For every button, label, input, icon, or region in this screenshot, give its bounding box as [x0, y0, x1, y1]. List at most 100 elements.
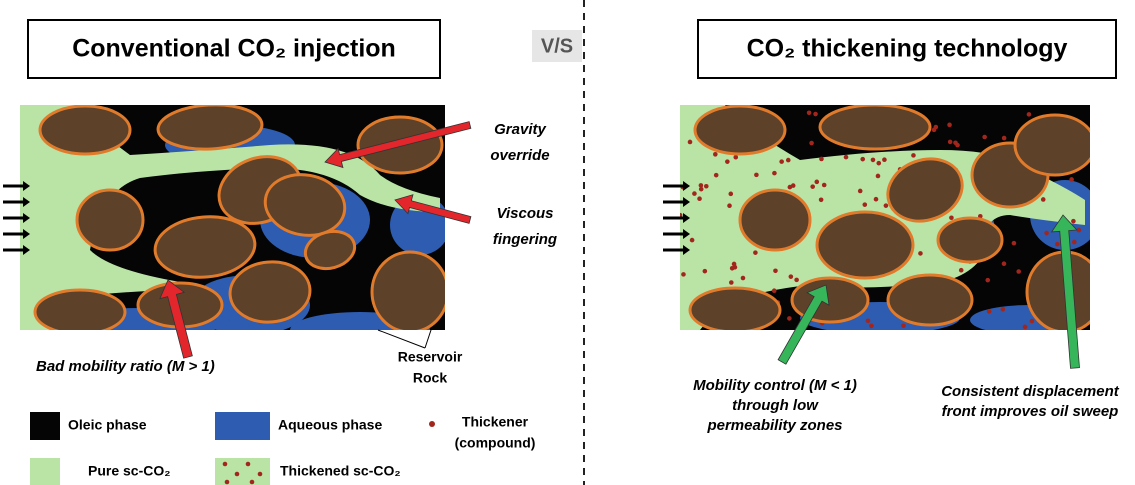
thickener-dot	[789, 274, 794, 279]
thickener-dot	[714, 173, 719, 178]
thickener-dot	[773, 268, 778, 273]
reservoir-rock	[817, 212, 913, 278]
reservoir-rock	[695, 106, 785, 154]
reservoir-rock	[690, 288, 780, 332]
thickener-dot	[882, 157, 887, 162]
pore-panel	[20, 102, 450, 348]
thickener-dot	[779, 159, 784, 164]
reservoir-rock	[35, 290, 125, 334]
thickener-dot	[918, 251, 923, 256]
thickener-dot	[911, 153, 916, 158]
reservoir-rock	[740, 190, 810, 250]
thickener-dot	[786, 158, 791, 163]
legend-dot	[258, 472, 263, 477]
legend-swatch	[429, 421, 435, 427]
thickener-dot	[987, 309, 992, 314]
thickener-dot	[713, 152, 718, 157]
thickener-dot	[819, 157, 824, 162]
reservoir-rock	[820, 105, 930, 149]
thickener-dot	[1044, 231, 1049, 236]
legend-swatch	[30, 412, 60, 440]
label: Gravity	[494, 121, 546, 138]
thickener-dot	[819, 197, 824, 202]
thickener-dot	[876, 161, 881, 166]
label: Pure sc-CO₂	[88, 463, 170, 479]
diagram: Conventional CO₂ injection V/S CO₂ thick…	[0, 0, 1135, 485]
thickener-dot	[794, 278, 799, 283]
label: Oleic phase	[68, 417, 147, 433]
legend-swatch	[30, 458, 60, 485]
thickener-dot	[704, 184, 709, 189]
thickener-dot	[754, 173, 759, 178]
pointer-line	[378, 330, 425, 348]
thickener-dot	[791, 183, 796, 188]
thickener-dot	[807, 110, 812, 115]
thickener-dot	[982, 135, 987, 140]
label: Thickened sc-CO₂	[280, 463, 401, 479]
thickener-dot	[772, 171, 777, 176]
thickener-dot	[729, 280, 734, 285]
thickener-dot	[932, 128, 937, 133]
thickener-dot	[727, 203, 732, 208]
thickener-dot	[869, 324, 874, 329]
thickener-dot	[772, 288, 777, 293]
reservoir-rock	[938, 218, 1002, 262]
thickener-dot	[1002, 261, 1007, 266]
thickener-dot	[810, 184, 815, 189]
right-title: CO₂ thickening technology	[747, 35, 1068, 63]
legend-dot	[235, 472, 240, 477]
thickener-dot	[871, 158, 876, 163]
thickener-dot	[1012, 241, 1017, 246]
thickener-dot	[874, 197, 879, 202]
legend-dot	[246, 462, 251, 467]
thickener-dot	[1069, 177, 1074, 182]
thickener-dot	[1030, 319, 1035, 324]
thickener-dot	[1071, 219, 1076, 224]
label: permeability zones	[706, 417, 842, 434]
thickener-dot	[690, 238, 695, 243]
separator-label: V/S	[541, 35, 573, 57]
thickener-dot	[844, 155, 849, 160]
legend-swatch	[215, 412, 270, 440]
label: Aqueous phase	[278, 417, 382, 433]
legend-dot	[225, 480, 230, 485]
reservoir-rock	[77, 190, 143, 250]
thickener-dot	[901, 323, 906, 328]
legend-dot	[223, 462, 228, 467]
thickener-dot	[985, 278, 990, 283]
thickener-dot	[692, 191, 697, 196]
thickener-dot	[697, 196, 702, 201]
thickener-dot	[741, 276, 746, 281]
thickener-dot	[725, 159, 730, 164]
label: override	[490, 147, 549, 164]
label: Mobility control (M < 1)	[693, 377, 857, 394]
thickener-dot	[866, 318, 871, 323]
thickener-dot	[1055, 242, 1060, 247]
thickener-dot	[1027, 112, 1032, 117]
thickener-dot	[876, 174, 881, 179]
label: Reservoir	[398, 349, 463, 365]
thickener-dot	[753, 250, 758, 255]
reservoir-rock	[40, 106, 130, 154]
thickener-dot	[699, 183, 704, 188]
thickener-dot	[787, 316, 792, 321]
reservoir-rock	[1015, 115, 1095, 175]
thickener-dot	[809, 141, 814, 146]
thickener-dot	[1002, 136, 1007, 141]
legend-dot	[250, 480, 255, 485]
thickener-dot	[1000, 307, 1005, 312]
thickener-dot	[1072, 240, 1077, 245]
label: Rock	[413, 370, 447, 386]
thickener-dot	[948, 140, 953, 145]
thickener-dot	[862, 202, 867, 207]
reservoir-rock	[888, 275, 972, 325]
pore-panel	[678, 105, 1103, 335]
legend-swatch	[215, 458, 270, 485]
thickener-dot	[814, 180, 819, 185]
thickener-dot	[681, 272, 686, 277]
label: Thickener	[462, 414, 529, 430]
thickener-dot	[1023, 325, 1028, 330]
label: through low	[732, 397, 819, 414]
label: Viscous	[497, 205, 554, 222]
